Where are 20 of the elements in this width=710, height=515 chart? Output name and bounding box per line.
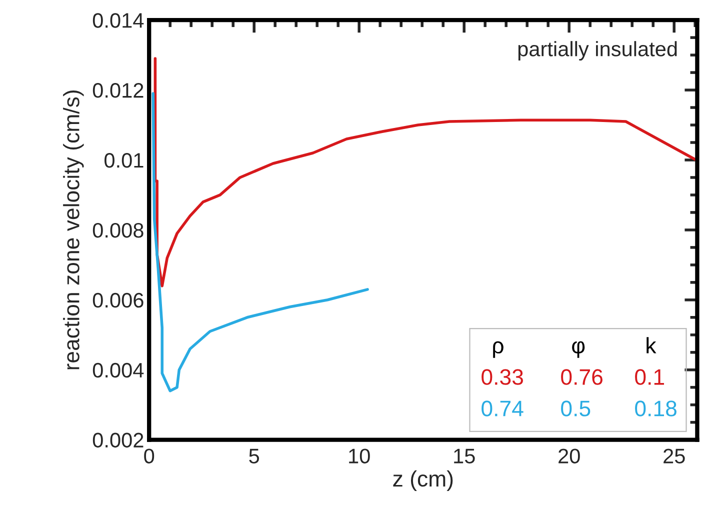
line-series — [152, 92, 369, 392]
y-tick-label: 0.014 — [92, 13, 144, 28]
y-tick-label: 0.002 — [92, 432, 144, 448]
y-tick-label: 0.008 — [92, 222, 144, 238]
y-axis-title: reaction zone velocity (cm/s) — [63, 90, 84, 370]
x-axis-title: z (cm) — [393, 470, 453, 492]
text: 0.74 0.5 0.18 — [482, 400, 676, 416]
x-tick-label: 20 — [558, 448, 580, 464]
text: 0.33 0.76 0.1 — [482, 369, 664, 385]
x-tick-label: 10 — [349, 448, 370, 464]
annotation: partially insulated — [518, 41, 677, 60]
text: ρ φ k — [493, 337, 656, 358]
x-tick-label: 15 — [454, 448, 475, 464]
y-tick-label: 0.004 — [92, 362, 144, 378]
y-tick-label: 0.01 — [104, 152, 144, 168]
x-tick-label: 0 — [144, 448, 154, 464]
x-tick-label: 5 — [249, 448, 260, 464]
y-tick-label: 0.006 — [92, 292, 144, 308]
y-tick-label: 0.012 — [92, 83, 144, 98]
x-tick-label: 25 — [664, 448, 685, 464]
